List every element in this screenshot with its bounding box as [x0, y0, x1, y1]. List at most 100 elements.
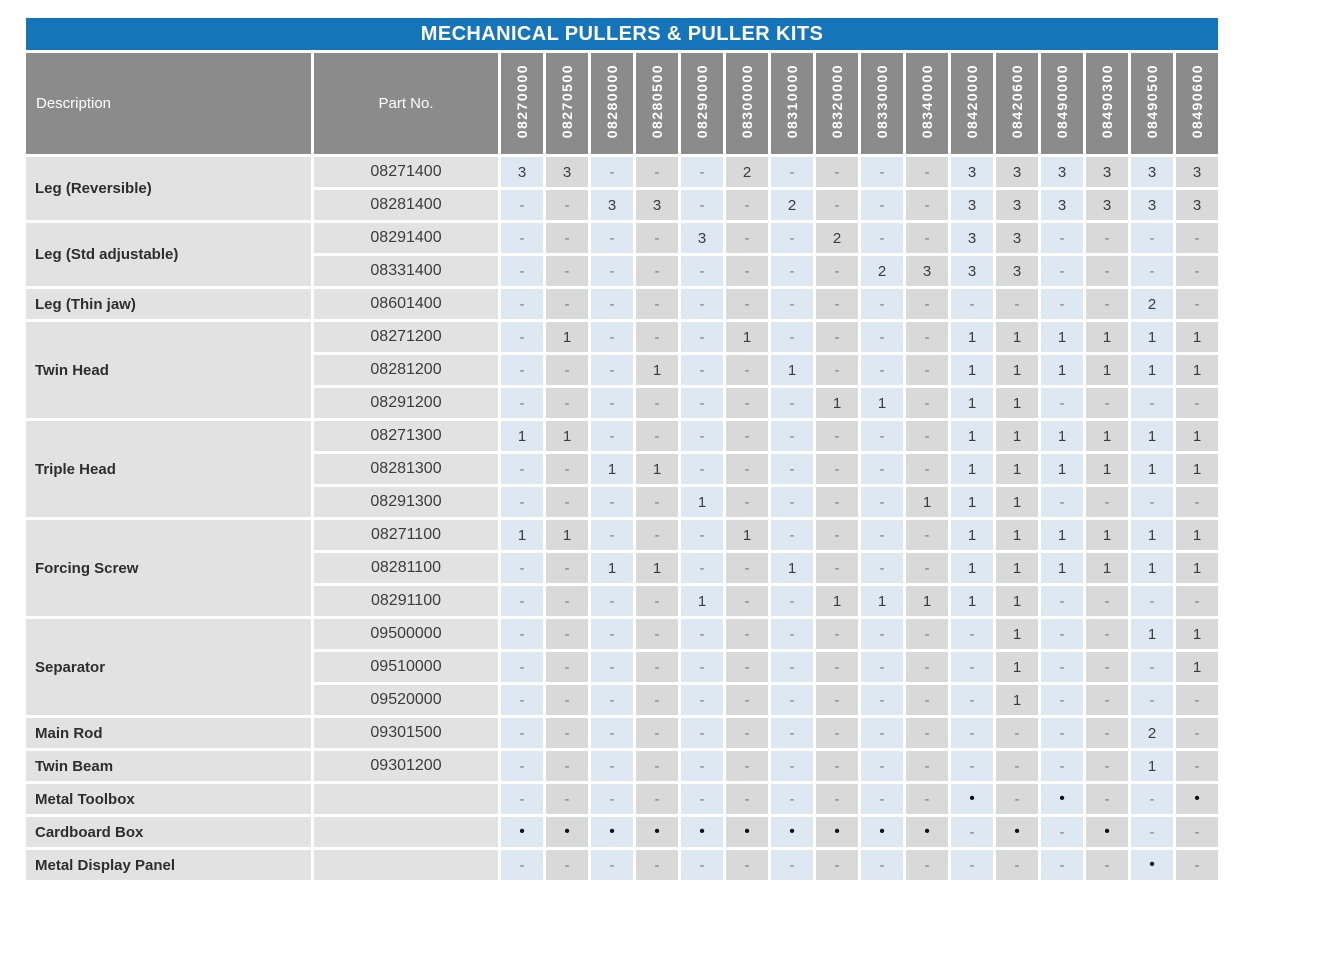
qty-cell: - — [1041, 223, 1083, 253]
qty-cell: - — [861, 685, 903, 715]
qty-cell: - — [906, 652, 948, 682]
product-code-header: 08270500 — [546, 53, 588, 154]
qty-cell: - — [861, 850, 903, 880]
qty-cell: - — [681, 553, 723, 583]
qty-cell: 1 — [1176, 454, 1218, 484]
qty-cell: - — [816, 652, 858, 682]
table-row: Forcing Screw 08271100 1 1- - -1- - - -1 1 1 1 1 1 — [26, 520, 1218, 616]
qty-cell: - — [906, 718, 948, 748]
qty-cell: 1 — [1086, 454, 1128, 484]
part-no-cell: 09301500 — [314, 718, 498, 748]
qty-cell: - — [906, 454, 948, 484]
qty-cell: - — [591, 322, 633, 352]
qty-cell: - — [1086, 652, 1128, 682]
qty-cell: - — [771, 388, 813, 418]
description-column-header: Description — [26, 53, 311, 154]
qty-cell: - — [591, 652, 633, 682]
qty-cell: - — [1041, 256, 1083, 286]
qty-cell: - — [681, 619, 723, 649]
qty-cell: - — [501, 388, 543, 418]
qty-cell: - — [591, 487, 633, 517]
qty-cell: - — [636, 487, 678, 517]
qty-cell: - — [681, 718, 723, 748]
qty-cell: - — [591, 520, 633, 550]
qty-cell: - — [726, 421, 768, 451]
qty-cell: - — [726, 487, 768, 517]
qty-cell: - — [816, 454, 858, 484]
qty-cell: - — [1041, 388, 1083, 418]
qty-cell: 1 — [906, 586, 948, 616]
qty-cell: 1 — [996, 388, 1038, 418]
description-cell: Triple Head — [26, 421, 311, 517]
qty-cell: 1 — [951, 388, 993, 418]
qty-cell: - — [816, 421, 858, 451]
qty-cell: - — [591, 223, 633, 253]
qty-cell: 1 — [861, 586, 903, 616]
qty-cell: - — [1176, 223, 1218, 253]
qty-cell: 1 — [1041, 520, 1083, 550]
product-code-header: 08420600 — [996, 53, 1038, 154]
product-code-label: 08490600 — [1189, 63, 1205, 139]
qty-cell: 1 — [726, 520, 768, 550]
qty-cell: - — [1176, 685, 1218, 715]
product-code-label: 08420600 — [1009, 63, 1025, 139]
qty-cell: 1 — [951, 553, 993, 583]
qty-cell: 1 — [1086, 520, 1128, 550]
qty-cell: • — [906, 817, 948, 847]
qty-cell: - — [636, 784, 678, 814]
qty-cell: - — [861, 751, 903, 781]
qty-cell: - — [906, 223, 948, 253]
qty-cell: • — [951, 784, 993, 814]
qty-cell: - — [501, 850, 543, 880]
qty-cell: - — [501, 718, 543, 748]
part-no-cell: 08601400 — [314, 289, 498, 319]
qty-cell: 1 — [816, 586, 858, 616]
product-code-label: 08270000 — [514, 63, 530, 139]
qty-cell: 1 — [1176, 421, 1218, 451]
qty-cell: - — [951, 850, 993, 880]
qty-cell: - — [861, 553, 903, 583]
qty-cell: - — [546, 355, 588, 385]
part-no-cell: 08291400 — [314, 223, 498, 253]
qty-cell: - — [591, 355, 633, 385]
table-row: 08291200- - - - - - -1 1-1 1- - - - — [26, 388, 1218, 418]
table-row: 08281200- - -1- -1- - -1 1 1 1 1 1 — [26, 355, 1218, 385]
qty-cell: - — [1176, 388, 1218, 418]
description-cell: Leg (Std adjustable) — [26, 223, 311, 286]
part-no-cell: 08281300 — [314, 454, 498, 484]
qty-cell: 1 — [996, 586, 1038, 616]
qty-cell: - — [726, 619, 768, 649]
qty-cell: - — [1176, 487, 1218, 517]
qty-cell: 1 — [1131, 355, 1173, 385]
qty-cell: - — [771, 586, 813, 616]
qty-cell: - — [636, 322, 678, 352]
qty-cell: 1 — [951, 322, 993, 352]
qty-cell: 3 — [1041, 157, 1083, 187]
qty-cell: - — [636, 421, 678, 451]
qty-cell: - — [906, 751, 948, 781]
qty-cell: - — [861, 652, 903, 682]
qty-cell: 1 — [636, 454, 678, 484]
qty-cell: 1 — [1041, 454, 1083, 484]
part-no-cell: 08291100 — [314, 586, 498, 616]
qty-cell: - — [996, 784, 1038, 814]
product-code-label: 08340000 — [919, 63, 935, 139]
qty-cell: • — [861, 817, 903, 847]
qty-cell: - — [726, 718, 768, 748]
qty-cell: 3 — [546, 157, 588, 187]
qty-cell: - — [681, 652, 723, 682]
qty-cell: - — [546, 718, 588, 748]
product-code-header: 08310000 — [771, 53, 813, 154]
qty-cell: - — [1176, 751, 1218, 781]
product-code-label: 08420000 — [964, 63, 980, 139]
qty-cell: 3 — [1176, 157, 1218, 187]
qty-cell: - — [906, 388, 948, 418]
qty-cell: 1 — [996, 454, 1038, 484]
product-code-header: 08330000 — [861, 53, 903, 154]
qty-cell: - — [1176, 586, 1218, 616]
qty-cell: 3 — [1086, 157, 1128, 187]
product-code-label: 08330000 — [874, 63, 890, 139]
table-row: Leg (Std adjustable) 08291400- - - -3- -2- -3 3… — [26, 223, 1218, 286]
qty-cell: - — [951, 718, 993, 748]
part-no-cell: 08281400 — [314, 190, 498, 220]
